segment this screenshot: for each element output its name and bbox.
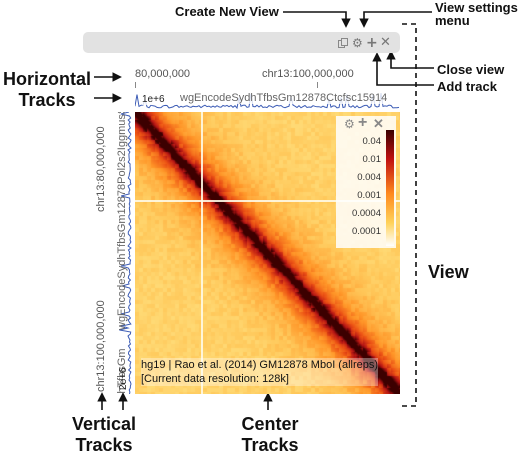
heatmap-legend[interactable]: ⚙ + ✕ 0.04 0.01 0.004 0.001 0.0004 0.0001 [336,116,396,248]
horizontal-track-max-label: 1e+6 [142,94,165,105]
vertical-track[interactable]: wgEncodeSydhTfbsGm12878Pol2s2IggmusS wgE… [113,112,135,394]
vertical-track-name-top: wgEncodeSydhTfbsGm12878Pol2s2IggmusS [116,112,128,330]
legend-label: 0.001 [357,190,381,201]
heatmap-info-line2: [Current data resolution: 128k] [141,372,378,386]
heatmap-info-line1: hg19 | Rao et al. (2014) GM12878 MboI (a… [141,358,378,372]
create-view-arrow [283,12,346,26]
legend-gear-icon[interactable]: ⚙ [344,117,355,131]
left-axis-tick-bottom: chr13:100,000,000 [95,300,107,392]
gear-icon[interactable]: ⚙ [352,38,362,48]
legend-toolbar: ⚙ + ✕ [344,117,394,129]
legend-label: 0.01 [363,154,382,165]
heatmap-info: hg19 | Rao et al. (2014) GM12878 MboI (a… [141,358,378,386]
legend-plus-icon[interactable]: + [358,114,367,132]
view-header: ⚙ + ✕ [83,32,400,53]
view-bracket [402,24,416,406]
legend-label: 0.0004 [352,208,381,219]
left-axis: chr13:80,000,000 chr13:100,000,000 [92,112,112,394]
legend-close-icon[interactable]: ✕ [373,116,384,132]
legend-label: 0.0001 [352,226,381,237]
heatmap-gap-vertical [201,112,203,394]
top-axis-tick-left: 80,000,000 [135,68,190,80]
legend-colorbar [386,130,394,246]
view-header-toolbar: ⚙ + ✕ [338,38,394,48]
copy-icon[interactable] [338,38,348,48]
vertical-track-max-label: 2e+6 [118,367,129,390]
horizontal-track-name: wgEncodeSydhTfbsGm12878Ctcfsc15914 [180,92,387,104]
legend-label: 0.004 [357,172,381,183]
top-axis: 80,000,000 chr13:100,000,000 [135,66,395,88]
view-settings-arrow [364,12,432,26]
plus-icon[interactable]: + [366,38,376,48]
horizontal-track[interactable]: 1e+6 wgEncodeSydhTfbsGm12878Ctcfsc15914 [135,90,400,112]
close-view-arrow [391,52,434,68]
close-icon[interactable]: ✕ [380,38,390,48]
top-axis-tick-right: chr13:100,000,000 [262,68,354,80]
left-axis-tick-top: chr13:80,000,000 [95,126,107,212]
legend-label: 0.04 [363,136,382,147]
center-heatmap[interactable]: ⚙ + ✕ 0.04 0.01 0.004 0.001 0.0004 0.0001 hg1… [135,112,400,394]
